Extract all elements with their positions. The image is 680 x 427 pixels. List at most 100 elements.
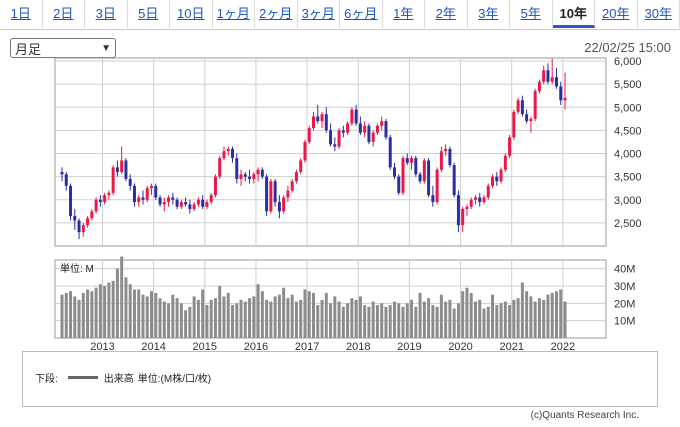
legend-series: 出来高 (103, 374, 134, 385)
candle-body (192, 204, 196, 209)
volume-bar (405, 303, 409, 338)
tab-8[interactable]: 6ヶ月 (340, 0, 383, 28)
candle-body (213, 176, 217, 196)
candle-body (222, 151, 226, 159)
volume-bar (243, 301, 247, 338)
candle-body (444, 148, 448, 152)
candle-body (414, 158, 418, 175)
tab-3[interactable]: 5日 (128, 0, 170, 28)
volume-bar (384, 306, 388, 338)
price-tick-label: 4,000 (614, 149, 642, 161)
volume-bar (439, 294, 443, 338)
volume-bar (341, 306, 345, 338)
tab-12[interactable]: 5年 (510, 0, 553, 28)
volume-bar (222, 296, 226, 338)
volume-bar (205, 305, 209, 338)
tab-5[interactable]: 1ヶ月 (213, 0, 255, 28)
volume-bar (461, 291, 465, 338)
tab-13[interactable]: 10年 (552, 0, 595, 28)
period-select[interactable]: 月足 ▼ (10, 38, 116, 58)
volume-bar (73, 296, 77, 338)
candle-body (154, 185, 158, 198)
period-select-value: 月足 (15, 41, 42, 57)
tab-10[interactable]: 2年 (425, 0, 468, 28)
volume-bar (256, 284, 260, 338)
volume-bar (431, 305, 435, 338)
tab-6[interactable]: 2ヶ月 (255, 0, 298, 28)
volume-bar (350, 298, 354, 338)
candle-body (333, 144, 337, 147)
candle-body (137, 197, 141, 203)
candle-body (256, 169, 260, 175)
volume-bar (201, 289, 205, 338)
tab-0[interactable]: 1日 (0, 0, 43, 28)
volume-bar (537, 298, 541, 338)
volume-bar (546, 294, 550, 338)
volume-bar (375, 305, 379, 338)
tab-2[interactable]: 3日 (85, 0, 128, 28)
x-tick-label: 2014 (141, 341, 165, 350)
volume-bar (520, 282, 524, 338)
candle-body (371, 132, 375, 142)
price-tick-label: 3,000 (614, 195, 642, 207)
candle-body (141, 197, 145, 200)
volume-bar (188, 306, 192, 338)
tab-11[interactable]: 3年 (468, 0, 510, 28)
x-tick-label: 2022 (551, 341, 575, 350)
volume-bar (299, 299, 303, 338)
volume-bar (448, 299, 452, 338)
candle-body (495, 176, 499, 182)
volume-bar (392, 301, 396, 338)
volume-bar (554, 291, 558, 338)
candle-body (69, 185, 73, 216)
tab-4[interactable]: 10日 (170, 0, 213, 28)
candle-body (341, 130, 345, 133)
volume-bar (167, 303, 171, 338)
candle-body (559, 86, 563, 101)
candle-body (397, 176, 401, 193)
candle-body (167, 197, 171, 203)
tab-1[interactable]: 2日 (43, 0, 85, 28)
candle-body (329, 130, 333, 145)
volume-bar (503, 301, 507, 338)
chart-datetime: 22/02/25 15:00 (584, 40, 671, 55)
candle-body (60, 172, 64, 175)
candle-body (184, 202, 188, 205)
candle-body (388, 137, 392, 168)
price-tick-label: 5,500 (614, 79, 642, 91)
candle-body (469, 199, 473, 207)
volume-bar (294, 301, 298, 338)
volume-bar (559, 289, 563, 338)
volume-bar (145, 296, 149, 338)
volume-bar (473, 301, 477, 338)
candle-body (503, 155, 507, 170)
volume-bar (64, 292, 68, 338)
x-tick-label: 2015 (193, 341, 217, 350)
volume-bar (346, 303, 350, 338)
x-tick-label: 2017 (295, 341, 319, 350)
candle-body (196, 199, 200, 205)
volume-bar (111, 280, 115, 338)
candle-body (316, 116, 320, 122)
x-tick-label: 2020 (448, 341, 472, 350)
volume-bar (77, 299, 81, 338)
volume-bar (239, 299, 243, 338)
candle-body (520, 100, 524, 115)
volume-bar (495, 305, 499, 338)
volume-bar (469, 292, 473, 338)
tab-14[interactable]: 20年 (595, 0, 638, 28)
volume-bar (115, 268, 119, 338)
candle-body (380, 121, 384, 126)
candle-body (235, 158, 239, 179)
tab-9[interactable]: 1年 (383, 0, 425, 28)
legend-box: 下段: 出来高 単位:(M株/口/枚) (22, 351, 658, 407)
candle-body (350, 109, 354, 124)
credit-text: (c)Quants Research Inc. (530, 410, 639, 421)
volume-bar (337, 301, 341, 338)
candle-body (201, 199, 205, 207)
candle-body (452, 165, 456, 196)
volume-bar (388, 305, 392, 338)
volume-bar (124, 277, 128, 338)
candle-body (132, 185, 136, 203)
tab-7[interactable]: 3ヶ月 (298, 0, 340, 28)
